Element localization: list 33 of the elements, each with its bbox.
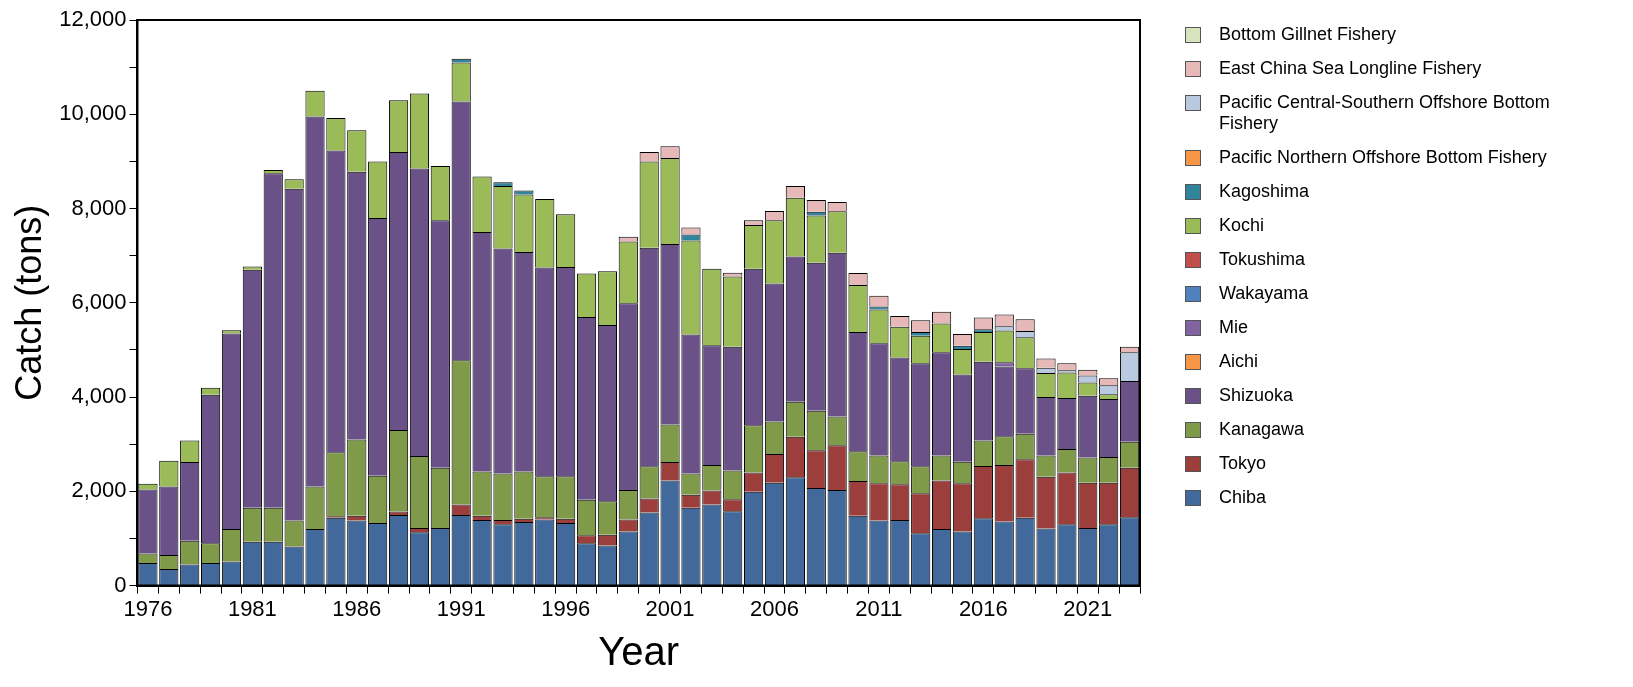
x-tick-label: 2016: [958, 595, 1008, 621]
legend-label: Bottom Gillnet Fishery: [1219, 24, 1397, 45]
legend-label: Tokyo: [1219, 453, 1267, 474]
x-tick-label: 1976: [123, 595, 173, 621]
legend-label: Chiba: [1219, 487, 1267, 508]
legend-label: Kagoshima: [1219, 181, 1310, 202]
x-tick-label: 1981: [227, 595, 277, 621]
x-tick-label: 2011: [855, 595, 903, 621]
x-tick-label: 1991: [436, 595, 486, 621]
legend-label: Tokushima: [1219, 249, 1306, 270]
legend-label: Pacific Central-Southern Offshore Bottom Fishery: [1219, 92, 1551, 134]
legend-label: Aichi: [1219, 351, 1259, 372]
legend-label: Kanagawa: [1219, 419, 1305, 440]
x-tick-label: 2006: [750, 595, 799, 621]
x-tick-label: 2021: [1063, 595, 1113, 621]
y-tick-label: 2,000: [71, 477, 127, 503]
y-tick-label: 10,000: [59, 100, 127, 126]
legend-label: Wakayama: [1219, 283, 1309, 304]
y-tick-label: 4,000: [71, 383, 127, 409]
y-axis-title: Catch (tons): [7, 204, 49, 401]
x-tick-label: 2001: [645, 595, 695, 621]
legend-label: Mie: [1219, 317, 1249, 338]
y-tick-label: 8,000: [71, 194, 127, 220]
legend-label: Shizuoka: [1219, 385, 1294, 406]
x-axis-title: Year: [598, 629, 680, 674]
legend-label: Kochi: [1219, 215, 1265, 236]
y-tick-label: 0: [114, 571, 127, 597]
y-tick-label: 12,000: [59, 6, 127, 32]
legend-label: East China Sea Longline Fishery: [1219, 58, 1482, 79]
legend-label: Pacific Northern Offshore Bottom Fishery: [1219, 147, 1547, 168]
y-tick-label: 6,000: [71, 288, 127, 314]
x-tick-label: 1986: [332, 595, 382, 621]
x-tick-label: 1996: [541, 595, 591, 621]
